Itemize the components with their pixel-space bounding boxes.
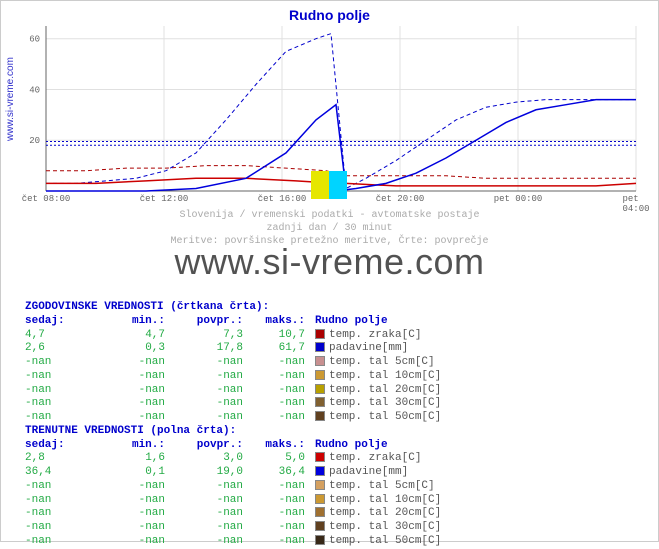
data-tables: ZGODOVINSKE VREDNOSTI (črtkana črta):sed… — [25, 301, 441, 549]
color-swatch-icon — [315, 535, 325, 545]
x-tick-label: čet 16:00 — [258, 194, 307, 204]
x-tick-label: čet 12:00 — [140, 194, 189, 204]
color-swatch-icon — [315, 384, 325, 394]
legend-label: padavine[mm] — [329, 342, 408, 354]
x-axis-labels: čet 08:00čet 12:00čet 16:00čet 20:00pet … — [46, 194, 636, 208]
table-row: -nan-nan-nan-nantemp. tal 5cm[C] — [25, 356, 441, 370]
color-swatch-icon — [315, 494, 325, 504]
color-swatch-icon — [315, 452, 325, 462]
color-swatch-icon — [315, 480, 325, 490]
svg-text:60: 60 — [29, 35, 40, 45]
table-row: 2,81,63,05,0temp. zraka[C] — [25, 452, 441, 466]
x-tick-label: čet 08:00 — [22, 194, 71, 204]
color-swatch-icon — [315, 342, 325, 352]
legend-label: temp. tal 10cm[C] — [329, 370, 441, 382]
legend-title: Rudno polje — [315, 439, 388, 453]
section-header: ZGODOVINSKE VREDNOSTI (črtkana črta): — [25, 301, 441, 315]
column-headers: sedaj:min.:povpr.:maks.:Rudno polje — [25, 315, 441, 329]
table-row: -nan-nan-nan-nantemp. tal 30cm[C] — [25, 521, 441, 535]
color-swatch-icon — [315, 397, 325, 407]
subtitle-block: Slovenija / vremenski podatki - avtomats… — [1, 209, 658, 248]
table-row: -nan-nan-nan-nantemp. tal 20cm[C] — [25, 384, 441, 398]
legend-label: temp. tal 30cm[C] — [329, 397, 441, 409]
legend-label: temp. tal 20cm[C] — [329, 384, 441, 396]
color-swatch-icon — [315, 411, 325, 421]
chart-svg: 204060 — [46, 26, 636, 191]
legend-label: temp. tal 30cm[C] — [329, 521, 441, 533]
table-row: -nan-nan-nan-nantemp. tal 10cm[C] — [25, 494, 441, 508]
x-tick-label: čet 20:00 — [376, 194, 425, 204]
site-url-sidebar: www.si-vreme.com — [5, 57, 16, 141]
color-swatch-icon — [315, 356, 325, 366]
color-swatch-icon — [315, 521, 325, 531]
table-row: 2,60,317,861,7padavine[mm] — [25, 342, 441, 356]
legend-title: Rudno polje — [315, 315, 388, 329]
legend-label: padavine[mm] — [329, 466, 408, 478]
color-swatch-icon — [315, 370, 325, 380]
subtitle-3: Meritve: površinske pretežno meritve, Čr… — [1, 235, 658, 248]
color-swatch-icon — [315, 466, 325, 476]
chart-area: 204060 — [46, 26, 636, 191]
table-row: -nan-nan-nan-nantemp. tal 30cm[C] — [25, 397, 441, 411]
color-swatch-icon — [315, 507, 325, 517]
subtitle-2: zadnji dan / 30 minut — [1, 222, 658, 235]
table-row: -nan-nan-nan-nantemp. tal 20cm[C] — [25, 507, 441, 521]
subtitle-1: Slovenija / vremenski podatki - avtomats… — [1, 209, 658, 222]
svg-text:20: 20 — [29, 136, 40, 146]
column-headers: sedaj:min.:povpr.:maks.:Rudno polje — [25, 439, 441, 453]
table-row: -nan-nan-nan-nantemp. tal 50cm[C] — [25, 411, 441, 425]
x-tick-label: pet 00:00 — [494, 194, 543, 204]
legend-label: temp. zraka[C] — [329, 452, 421, 464]
table-row: 36,40,119,036,4padavine[mm] — [25, 466, 441, 480]
table-row: -nan-nan-nan-nantemp. tal 10cm[C] — [25, 370, 441, 384]
section-header: TRENUTNE VREDNOSTI (polna črta): — [25, 425, 441, 439]
table-row: -nan-nan-nan-nantemp. tal 5cm[C] — [25, 480, 441, 494]
legend-label: temp. tal 5cm[C] — [329, 356, 435, 368]
color-swatch-icon — [315, 329, 325, 339]
table-row: 4,74,77,310,7temp. zraka[C] — [25, 329, 441, 343]
legend-label: temp. tal 5cm[C] — [329, 480, 435, 492]
legend-label: temp. tal 10cm[C] — [329, 494, 441, 506]
svg-text:40: 40 — [29, 85, 40, 95]
legend-label: temp. zraka[C] — [329, 329, 421, 341]
legend-label: temp. tal 50cm[C] — [329, 411, 441, 423]
legend-label: temp. tal 20cm[C] — [329, 507, 441, 519]
legend-label: temp. tal 50cm[C] — [329, 535, 441, 547]
chart-title: Rudno polje — [1, 7, 658, 23]
